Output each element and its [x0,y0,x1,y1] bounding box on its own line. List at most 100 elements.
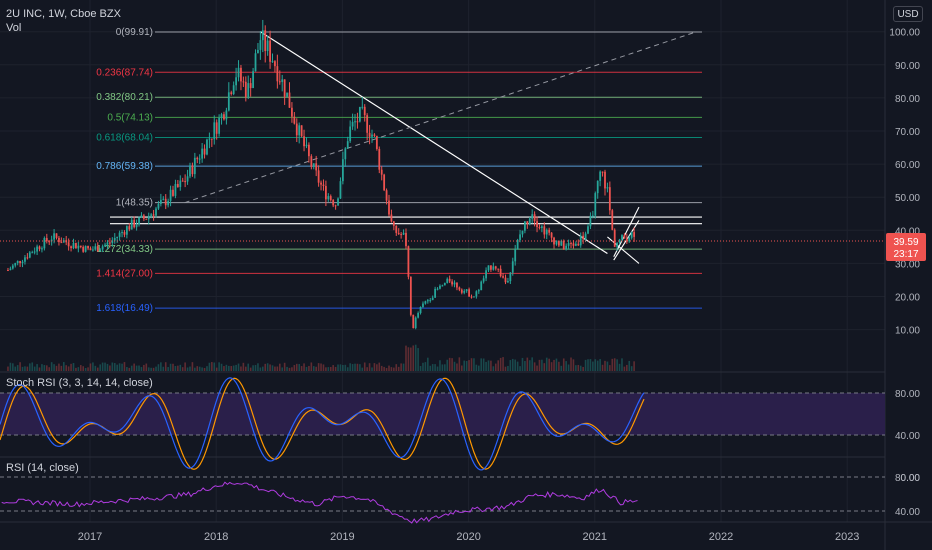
volume-bar [555,358,558,371]
candle-body [334,205,337,207]
candle-body [218,117,221,134]
candle-body [443,282,446,286]
currency-button[interactable]: USD [893,6,923,22]
candle-body [402,232,405,235]
candle-body [31,252,34,254]
volume-bar [14,366,17,371]
symbol-title[interactable]: 2U INC, 1W, Cboe BZX [6,8,121,20]
candle-body [400,234,403,236]
candle-body [485,270,487,279]
candle-body [237,67,240,78]
candle-body [45,237,48,242]
fib-level-label: 1(48.35) [116,198,153,209]
candle-body [278,81,281,83]
stoch-rsi-band [0,393,885,435]
candle-body [611,210,614,230]
fibonacci-retracement[interactable]: 0(99.91) 0.236(87.74) 0.382(80.21) 0.5(74.1… [96,27,702,314]
volume-bar [87,367,89,371]
volume-bar [497,360,500,371]
volume-bar [167,367,169,371]
volume-bar [458,357,461,371]
candle-body [53,233,55,240]
candle-body [570,242,572,244]
candle-body [312,163,315,167]
volume-bar [400,363,402,371]
volume-bar [7,366,9,371]
volume-bar [594,359,597,371]
fib-level-label: 0.5(74.13) [107,112,153,123]
candle-body [633,232,636,237]
candle-body [560,240,563,246]
volume-bar [247,363,250,371]
volume-bar [164,362,167,371]
volume-bar [618,363,621,371]
candle-body [351,121,354,127]
candle-body [244,81,247,97]
volume-bar [130,365,133,371]
stoch-tick-label: 80.00 [895,389,920,400]
volume-bar [337,364,339,371]
volume-label[interactable]: Vol [6,22,22,34]
volume-bar [407,347,410,371]
candle-body [458,287,461,290]
volume-bar [118,363,121,371]
volume-bar [485,361,487,371]
volume-bar [368,363,371,371]
volume-bar [441,364,444,371]
volume-bar [533,362,536,371]
volume-bar [198,366,201,371]
candle-body [101,246,104,250]
volume-bar [9,362,12,371]
stoch-rsi-label[interactable]: Stoch RSI (3, 3, 14, 14, close) [6,377,153,389]
candle-body [152,214,155,216]
candle-body [198,158,201,160]
candle-body [392,221,395,226]
volume-bar [468,360,470,371]
volume-bar [570,357,572,371]
price-axis[interactable]: 100.00 90.00 80.00 70.00 60.00 50.00 40.00 30.0… [889,28,920,518]
volume-bar [361,367,364,371]
volume-bar [249,367,252,371]
candle-body [261,30,264,41]
volume-bar [601,364,604,371]
volume-bar [288,367,291,371]
last-price-value: 39.59 [893,237,918,248]
volume-bar [293,365,296,371]
volume-bar [82,366,85,371]
volume-bar [477,365,480,371]
time-axis[interactable]: 2017 2018 2019 2020 2021 2022 2023 [78,531,860,543]
rsi-label[interactable]: RSI (14, close) [6,462,79,474]
volume-bar [77,367,80,371]
volume-bar [567,364,570,371]
candle-body [167,200,170,206]
candle-body [58,237,60,243]
volume-bar [62,362,65,371]
candle-body [591,215,594,217]
volume-bar [29,363,31,371]
candle-body [422,303,424,307]
volume-bar [511,358,514,371]
volume-bar [490,360,492,371]
candle-body [276,66,279,82]
volume-bar [31,362,34,371]
candle-body [567,242,570,246]
candle-body [145,218,148,220]
volume-bar [346,367,349,371]
volume-bar [65,365,68,371]
volume-bar [218,362,220,371]
volume-bar [162,366,165,371]
volume-bar [325,367,327,371]
volume-bar [419,366,422,371]
candle-body [118,232,121,237]
volume-bar [274,366,276,371]
volume-bar [53,364,55,371]
volume-bar [545,357,548,371]
volume-bar [405,345,407,371]
candle-body [196,157,199,160]
candle-body [613,229,616,247]
candle-body [203,148,206,155]
candle-body [140,215,143,218]
candle-body [291,107,293,117]
